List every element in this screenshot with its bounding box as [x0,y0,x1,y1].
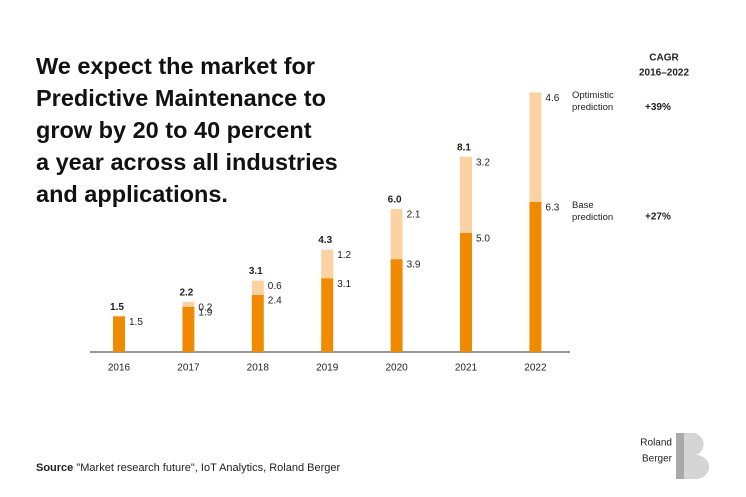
value-label: 2.4 [268,295,282,306]
legend-label: Optimistic prediction [572,90,614,114]
x-tick-label: 2022 [524,363,547,374]
title-line: and applications. [36,181,228,207]
total-label: 2.2 [179,288,193,299]
logo-text: Roland [640,438,672,449]
cagr-value: +27% [645,212,671,223]
source-text: "Market research future", IoT Analytics,… [76,462,341,474]
total-label: 4.3 [318,235,332,246]
chart-title: We expect the market for Predictive Maint… [36,50,338,210]
bar-segment [460,156,472,233]
value-label: 0.2 [198,303,212,314]
cagr-header: 2016–2022 [639,68,689,79]
bar-segment [390,259,403,352]
cagr-header: CAGR [649,53,679,64]
bar-segment [321,278,334,352]
logo-mark-shade [684,433,710,480]
value-label: 6.3 [545,203,559,214]
value-label: 3.2 [476,157,490,168]
value-label: 1.9 [198,307,212,318]
cagr-value: +39% [645,102,671,113]
bar-segment [182,301,195,307]
source: Source "Market research future", IoT Ana… [36,462,340,474]
legend-label: Base prediction [572,199,614,223]
bar-segment [251,294,264,352]
total-label: 6.0 [388,195,402,206]
title-line: grow by 20 to 40 percent [36,117,312,143]
bar-segment [182,306,195,352]
value-label: 1.2 [337,250,351,261]
value-label: 5.0 [476,234,490,245]
x-tick-label: 2018 [247,363,270,374]
x-tick-label: 2019 [316,363,339,374]
value-label: 1.5 [129,317,143,328]
title-line: a year across all industries [36,149,338,175]
bar-segment [529,92,542,202]
title-line: Predictive Maintenance to [36,85,326,111]
bar-segment [321,249,334,279]
x-tick-label: 2021 [455,363,478,374]
total-label: 8.1 [457,142,471,153]
value-label: 2.1 [407,210,421,221]
title-line: We expect the market for [36,53,316,79]
x-tick-label: 2020 [385,363,408,374]
bar-segment [460,232,472,352]
x-tick-label: 2017 [177,363,200,374]
x-tick-label: 2016 [108,363,131,374]
source-label: Source [36,462,74,474]
value-label: 3.9 [407,260,421,271]
bar-segment [113,316,125,352]
bar-segment [251,280,264,295]
value-label: 0.6 [268,281,282,292]
value-label: 3.1 [337,279,351,290]
bar-segment [529,201,542,352]
total-label: 3.1 [249,266,263,277]
value-label: 4.6 [545,93,559,104]
logo-text: Berger [642,454,673,465]
bar-segment [390,209,403,260]
total-label: 1.5 [110,302,124,313]
